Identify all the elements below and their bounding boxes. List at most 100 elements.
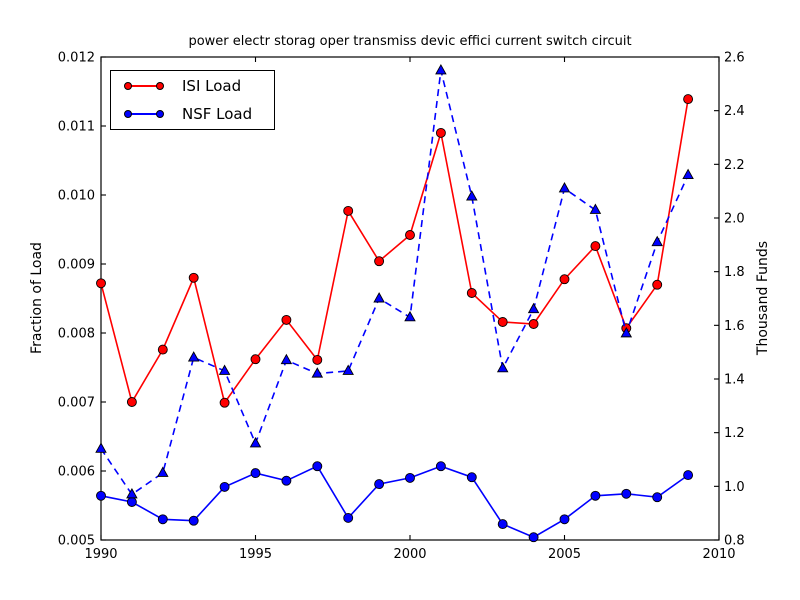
triangle-marker-icon [589,203,602,214]
triangle-marker-icon [249,436,262,448]
circle-marker-icon [528,319,539,329]
right-axis-label: Thousand Funds [755,240,771,356]
circle-marker-icon [683,470,694,481]
right-y-tick-label: 1.6 [724,319,745,334]
left-y-tick-label: 0.008 [58,327,95,342]
circle-marker-icon [590,490,601,501]
left-axis-label: Fraction of Load [29,242,45,354]
right-y-tick-label: 2.4 [724,104,745,119]
right-y-tick-label: 0.8 [724,534,745,549]
legend-entry-nsf-load: NSF Load [111,100,274,128]
triangle-marker-icon [558,182,571,193]
circle-marker-icon [156,82,164,90]
triangle-marker-icon [187,351,200,362]
right-y-tick-label: 1.4 [724,373,745,388]
triangle-marker-icon [218,364,231,375]
left-y-tick-label: 0.010 [58,189,95,204]
circle-marker-icon [188,272,199,283]
circle-marker-icon [343,205,354,216]
circle-marker-icon [343,512,354,523]
x-tick-label: 2000 [393,547,426,562]
circle-marker-icon [157,344,168,355]
triangle-marker-icon [373,292,385,303]
series-line [100,98,689,405]
triangle-marker-icon [311,367,324,378]
circle-marker-icon [374,479,385,490]
x-tick-label: 2010 [702,547,735,562]
triangle-marker-icon [496,361,509,373]
right-y-tick-label: 2.2 [724,158,745,173]
right-y-axis: 0.8 1.0 1.2 1.4 1.6 1.8 2.0 2.2 2.4 2.6 [714,51,745,549]
triangle-marker-icon [342,364,354,375]
circle-marker-icon [96,490,106,501]
triangle-marker-icon [651,235,663,247]
circle-marker-icon [126,497,137,507]
circle-marker-icon [219,397,230,408]
triangle-marker-icon [126,487,138,499]
legend-label: NSF Load [182,104,253,123]
x-tick-label: 1995 [239,547,272,562]
circle-marker-icon [312,461,323,472]
circle-marker-icon [157,514,168,525]
legend-line-sample [124,81,164,91]
circle-marker-icon [528,532,539,543]
circle-marker-icon [683,94,694,105]
circle-marker-icon [96,278,106,289]
circle-marker-icon [219,481,230,492]
left-y-tick-label: 0.011 [58,120,95,135]
circle-marker-icon [405,472,415,483]
circle-marker-icon [250,468,261,479]
circle-marker-icon [435,127,446,138]
circle-marker-icon [281,475,292,486]
circle-marker-icon [188,515,199,526]
triangle-marker-icon [404,310,416,322]
circle-marker-icon [435,461,446,472]
circle-marker-icon [652,492,663,503]
triangle-marker-icon [527,302,540,314]
x-tick-label: 1990 [84,547,117,562]
left-y-tick-label: 0.007 [58,396,95,411]
circle-marker-icon [156,110,164,118]
left-y-tick-label: 0.012 [58,51,95,66]
triangle-marker-icon [682,168,694,180]
right-y-tick-label: 2.0 [724,212,745,227]
circle-marker-icon [652,279,663,290]
triangle-marker-icon [435,63,447,75]
circle-marker-icon [590,241,601,252]
triangle-marker-icon [95,442,107,453]
left-y-tick-label: 0.005 [58,534,95,549]
circle-marker-icon [405,230,415,240]
legend-entry-isi-load: ISI Load [111,72,274,100]
x-tick-label: 2005 [548,547,581,562]
legend-label: ISI Load [182,76,242,95]
circle-marker-icon [250,354,261,365]
x-axis: 1990 1995 2000 2005 2010 [84,57,736,562]
circle-marker-icon [559,274,570,285]
triangle-marker-icon [157,466,169,477]
left-y-axis: 0.005 0.006 0.007 0.008 0.009 0.010 0.011 0.012 [58,51,106,549]
circle-marker-icon [466,288,477,298]
triangle-marker-icon [280,353,293,365]
legend-line-sample [124,109,164,119]
legend: ISI Load NSF Load [110,70,275,130]
right-y-tick-label: 2.6 [724,51,745,66]
circle-marker-icon [124,110,132,118]
circle-marker-icon [374,256,385,267]
isi-load-series [96,94,694,408]
funds-series [95,63,694,499]
series-line [100,70,689,496]
circle-marker-icon [312,354,323,365]
chart-title: power electr storag oper transmiss devic… [188,34,632,49]
right-y-tick-label: 1.8 [724,265,745,280]
right-y-tick-label: 1.2 [724,426,745,441]
circle-marker-icon [621,488,632,499]
left-y-tick-label: 0.006 [58,465,95,480]
circle-marker-icon [281,314,292,325]
nsf-load-series [96,461,694,543]
triangle-marker-icon [466,190,478,201]
circle-marker-icon [124,82,132,90]
circle-marker-icon [126,397,137,407]
circle-marker-icon [497,317,508,327]
